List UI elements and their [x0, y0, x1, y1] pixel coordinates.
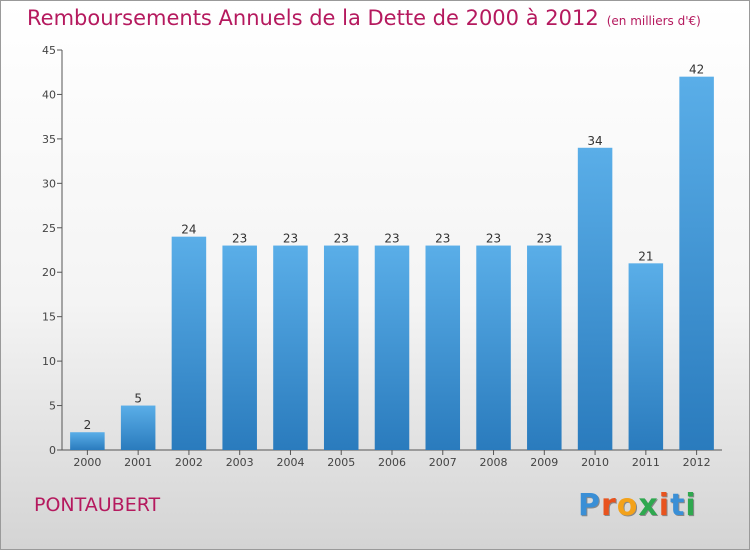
bar: [679, 76, 714, 451]
x-tick-label: 2000: [73, 456, 101, 469]
title-unit: (en milliers d'€): [606, 14, 701, 28]
bar-value-label: 23: [537, 232, 552, 246]
x-tick-label: 2002: [175, 456, 203, 469]
bar: [577, 147, 613, 450]
bar: [70, 432, 105, 450]
bar-value-label: 23: [283, 232, 298, 246]
bar: [527, 245, 562, 450]
logo-letter: r: [601, 488, 617, 523]
bar-value-label: 23: [384, 232, 399, 246]
bar: [171, 236, 207, 450]
y-tick-label: 35: [42, 133, 56, 146]
logo-letter: x: [638, 488, 659, 523]
x-tick-label: 2004: [276, 456, 304, 469]
y-tick-label: 0: [49, 444, 56, 457]
x-tick-label: 2009: [530, 456, 558, 469]
x-tick-label: 2012: [683, 456, 711, 469]
logo-letter: i: [685, 488, 697, 523]
bar: [222, 245, 257, 450]
proxiti-logo: Proxiti: [578, 488, 697, 523]
bar: [323, 245, 359, 450]
x-tick-label: 2005: [327, 456, 355, 469]
bar: [628, 263, 664, 450]
bar: [425, 245, 461, 450]
bar-value-label: 23: [334, 232, 349, 246]
title-text: Remboursements Annuels de la Dette de 20…: [27, 6, 599, 30]
bar-value-label: 23: [232, 232, 247, 246]
y-tick-label: 5: [49, 400, 56, 413]
bar-value-label: 5: [134, 392, 142, 406]
bar-value-label: 34: [587, 134, 602, 148]
bar-value-label: 24: [181, 223, 196, 237]
y-tick-label: 40: [42, 88, 56, 101]
bar-value-label: 23: [486, 232, 501, 246]
x-tick-label: 2001: [124, 456, 152, 469]
bar-value-label: 2: [84, 418, 92, 432]
y-tick-label: 20: [42, 266, 56, 279]
y-tick-label: 30: [42, 177, 56, 190]
x-tick-label: 2003: [226, 456, 254, 469]
y-tick-label: 25: [42, 222, 56, 235]
logo-letter: P: [578, 488, 601, 523]
y-tick-label: 15: [42, 311, 56, 324]
logo-letter: t: [670, 488, 686, 523]
bar-value-label: 42: [689, 63, 704, 77]
x-tick-label: 2011: [632, 456, 660, 469]
x-tick-label: 2008: [480, 456, 508, 469]
bar-value-label: 21: [638, 249, 653, 263]
logo-letter: o: [616, 488, 639, 523]
bar: [120, 405, 156, 450]
x-tick-label: 2010: [581, 456, 609, 469]
y-tick-label: 10: [42, 355, 56, 368]
x-tick-label: 2007: [429, 456, 457, 469]
chart-title: Remboursements Annuels de la Dette de 20…: [27, 6, 701, 30]
bar: [273, 245, 308, 450]
bar: [476, 245, 511, 450]
bar-value-label: 23: [435, 232, 450, 246]
bar: [374, 245, 410, 450]
x-tick-label: 2006: [378, 456, 406, 469]
y-tick-label: 45: [42, 44, 56, 57]
city-name: PONTAUBERT: [34, 494, 161, 516]
logo-letter: i: [658, 488, 671, 523]
